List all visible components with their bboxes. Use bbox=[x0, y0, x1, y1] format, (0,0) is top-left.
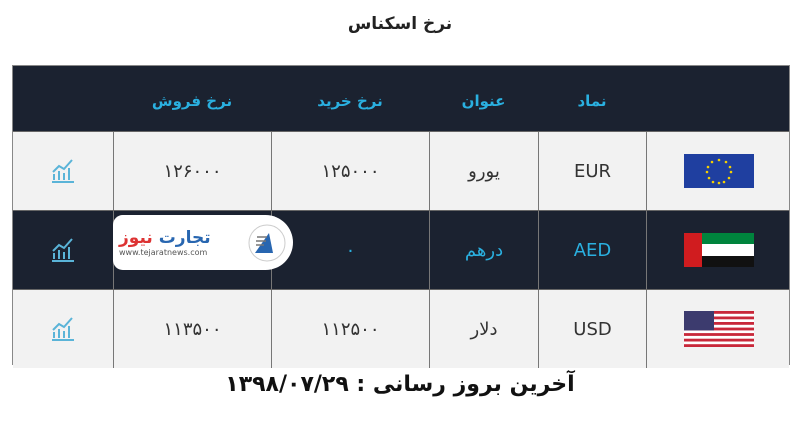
buy-rate: ۱۲۵۰۰۰ bbox=[271, 132, 429, 210]
logo-emblem-icon bbox=[248, 224, 286, 261]
table-row: ۱۲۶۰۰۰ ۱۲۵۰۰۰ یورو EUR bbox=[13, 131, 789, 210]
sell-rate: ۱۱۳۵۰۰ bbox=[113, 290, 271, 368]
table-header: نرخ فروش نرخ خرید عنوان نماد bbox=[13, 66, 789, 131]
last-update: آخرین بروز رسانی : ۱۳۹۸/۰۷/۲۹ bbox=[225, 372, 575, 397]
chart-icon[interactable] bbox=[13, 211, 113, 289]
buy-rate: ۱۱۲۵۰۰ bbox=[271, 290, 429, 368]
currency-symbol: AED bbox=[538, 211, 646, 289]
currency-table: نرخ فروش نرخ خرید عنوان نماد ۱۲۶۰۰۰ ۱۲۵۰… bbox=[12, 65, 790, 368]
chart-icon[interactable] bbox=[13, 132, 113, 210]
chart-icon[interactable] bbox=[13, 290, 113, 368]
tejaratnews-logo: تجارت نیوز www.tejaratnews.com bbox=[113, 215, 293, 270]
table-row: ۱۱۳۵۰۰ ۱۱۲۵۰۰ دلار USD bbox=[13, 289, 789, 368]
currency-name: یورو bbox=[429, 132, 538, 210]
currency-name: دلار bbox=[429, 290, 538, 368]
currency-name: درهم bbox=[429, 211, 538, 289]
buy-rate: ۰ bbox=[271, 211, 429, 289]
sell-rate: ۱۲۶۰۰۰ bbox=[113, 132, 271, 210]
header-sell: نرخ فروش bbox=[151, 91, 233, 110]
currency-symbol: USD bbox=[538, 290, 646, 368]
eu-flag-icon bbox=[684, 154, 754, 188]
header-name: عنوان bbox=[461, 91, 506, 110]
page-title: نرخ اسکناس bbox=[347, 14, 453, 34]
us-flag-icon bbox=[684, 311, 754, 347]
currency-symbol: EUR bbox=[538, 132, 646, 210]
header-buy: نرخ خرید bbox=[317, 91, 383, 110]
uae-flag-icon bbox=[684, 233, 754, 267]
header-symbol: نماد bbox=[577, 91, 607, 110]
